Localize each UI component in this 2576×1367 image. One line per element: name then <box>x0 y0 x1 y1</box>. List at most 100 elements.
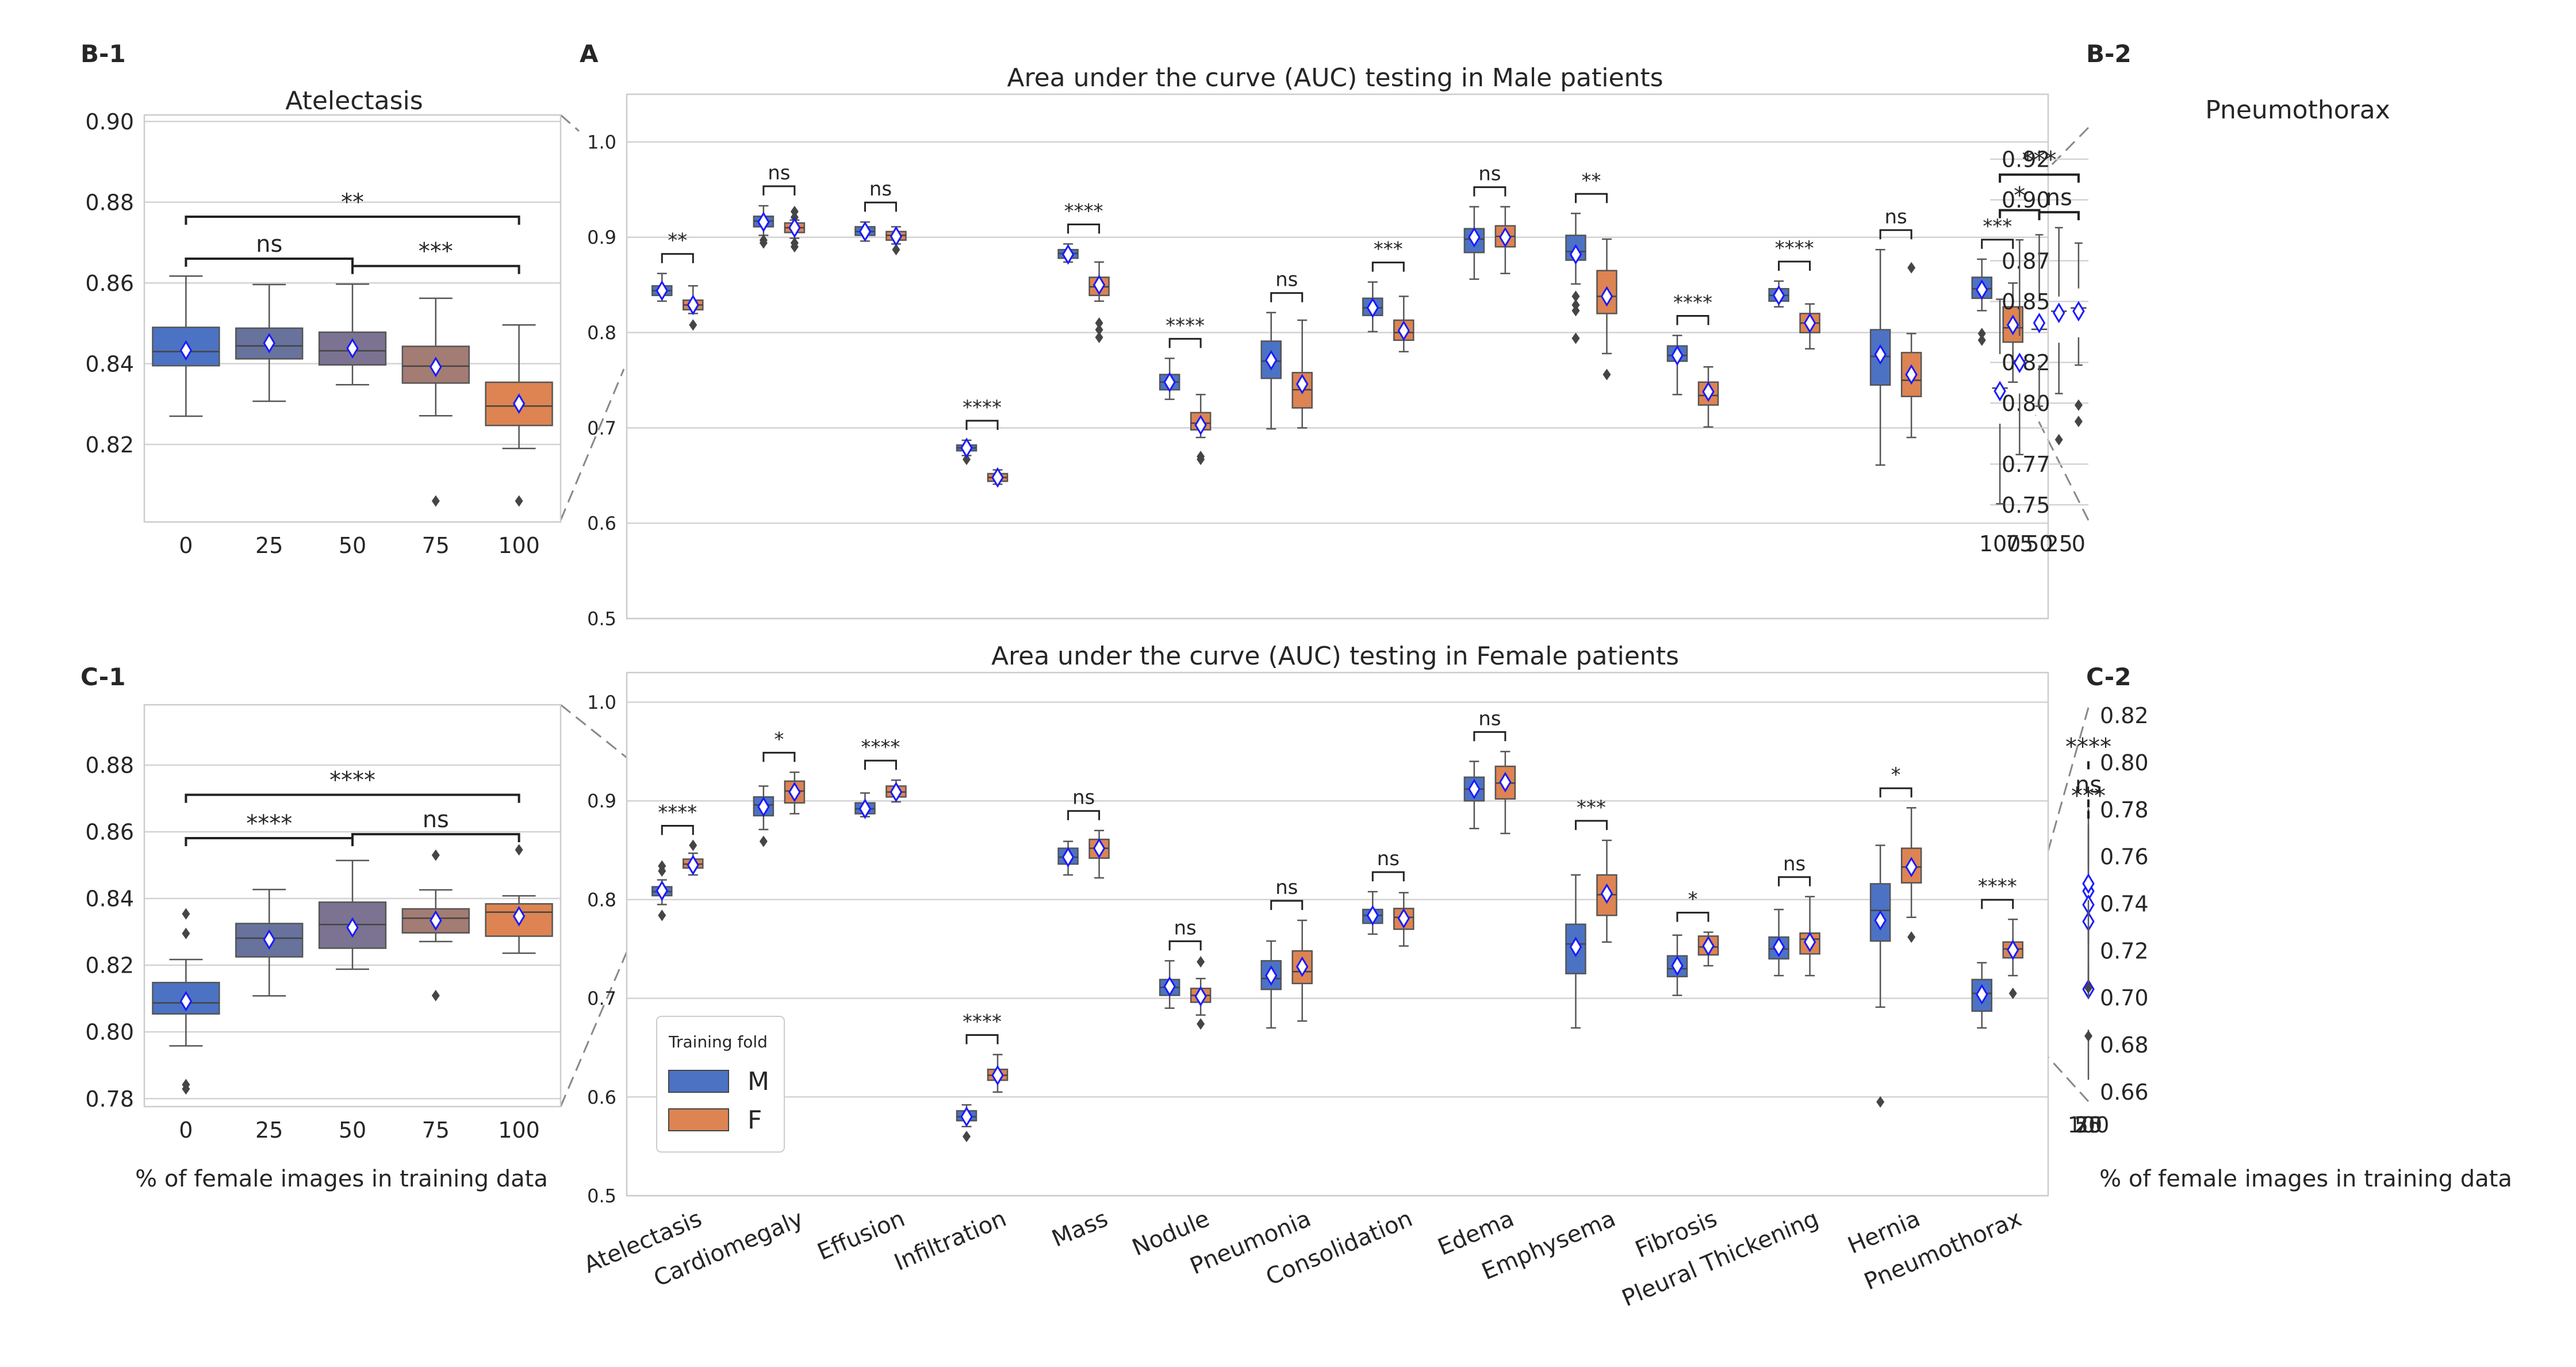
box-m-10-mean-marker <box>1671 955 1684 976</box>
box-75-outlier-1 <box>431 989 440 1001</box>
y-tick-label: 0.5 <box>587 1185 616 1207</box>
sig-label-5: **** <box>1166 314 1205 337</box>
box-f-9-mean-marker <box>1600 286 1613 307</box>
sig-bracket-0 <box>185 793 520 803</box>
zoom-connectors <box>559 114 2090 1107</box>
box-m-12-box <box>1869 883 1891 942</box>
box-m-12-outlier-0 <box>1876 1096 1885 1108</box>
box-f-3-mean-marker <box>991 1065 1004 1086</box>
legend-label-m: M <box>747 1067 769 1096</box>
sig-bracket-8 <box>1473 731 1506 742</box>
sig-label-7: *** <box>1374 238 1403 261</box>
box-f-12-outlier-0 <box>1907 931 1916 943</box>
sig-label-2: ns <box>869 178 892 201</box>
x-tick-label-2: 50 <box>2025 531 2053 556</box>
box-0-outlier-0 <box>182 908 190 920</box>
box-f-2-mean-marker <box>890 226 903 247</box>
sig-bracket-10 <box>1676 315 1709 325</box>
box-f-6-mean-marker <box>1295 956 1309 977</box>
box-0-outlier-1 <box>2074 416 2083 428</box>
box-m-1-outlier-1 <box>759 237 768 249</box>
sig-bracket-11 <box>1778 260 1811 271</box>
sig-label-2: *** <box>419 239 453 265</box>
y-tick-label: 0.75 <box>2002 493 2050 518</box>
sig-label-3: **** <box>963 396 1002 419</box>
y-tick-label: 0.7 <box>587 988 616 1009</box>
plot-male-auc: 0.50.60.70.80.91.0**nsns************ns**… <box>587 93 2049 630</box>
box-75-mean-marker <box>430 910 442 931</box>
y-tick-label: 0.86 <box>85 820 134 845</box>
sig-label-4: ns <box>1072 786 1095 809</box>
box-100-outlier-0 <box>2084 982 2092 994</box>
y-tick-label: 0.8 <box>587 889 616 911</box>
x-tick-label-4: 100 <box>2068 1112 2110 1138</box>
x-tick-label-0: 0 <box>2072 531 2086 556</box>
box-m-0-mean-marker <box>656 880 669 901</box>
box-50-mean-marker <box>346 338 359 359</box>
y-tick-label: 0.84 <box>85 886 134 912</box>
sig-label-0: ** <box>668 229 687 252</box>
box-f-2-outlier-0 <box>892 244 900 256</box>
x-tick-label-3: 75 <box>422 533 450 558</box>
sig-label-4: **** <box>1064 199 1103 222</box>
sig-label-2: * <box>2014 183 2025 209</box>
y-tick-label: 0.87 <box>2002 248 2050 274</box>
sig-label-2: **** <box>861 736 900 759</box>
sig-bracket-8 <box>1473 186 1506 197</box>
y-tick-label: 0.80 <box>2100 750 2149 775</box>
box-f-10-mean-marker <box>1702 935 1715 957</box>
box-f-4-outlier-0 <box>1095 317 1103 329</box>
box-m-6-mean-marker <box>1264 965 1278 986</box>
box-m-0-mean-marker <box>656 280 669 301</box>
box-m-3-mean-marker <box>960 437 973 459</box>
sig-label-2: ns <box>2075 772 2102 798</box>
sig-label-9: ** <box>1581 169 1601 192</box>
x-tick-label-3: 75 <box>422 1118 450 1143</box>
plot-atelectasis-zoom: 0.82 0.84 0.86 0.88 0.90 0 25 50 75 100 ** ns *** <box>85 109 562 558</box>
box-f-8-mean-marker <box>1499 771 1512 793</box>
sig-label-0: **** <box>2065 734 2111 760</box>
box-f-10-mean-marker <box>1702 381 1715 402</box>
sig-bracket-2 <box>864 201 897 212</box>
box-m-5-mean-marker <box>1163 371 1176 393</box>
box-m-12-mean-marker <box>1874 910 1887 931</box>
box-f-0-outlier-0 <box>689 839 697 851</box>
sig-bracket-5 <box>1168 940 1202 951</box>
sig-label-13: **** <box>1978 875 2017 898</box>
box-0-outlier-0 <box>2074 399 2083 411</box>
sig-label-11: ns <box>1783 853 1805 876</box>
sig-bracket-0 <box>185 216 520 225</box>
box-f-9-mean-marker <box>1600 883 1613 904</box>
y-tick-label: 1.0 <box>587 131 616 153</box>
legend-label-f: F <box>747 1105 762 1135</box>
panel-label-a: A <box>580 40 599 68</box>
sig-label-9: *** <box>1577 796 1606 819</box>
box-m-1-outlier-0 <box>759 835 768 847</box>
y-tick-label: 0.5 <box>587 608 616 630</box>
panel-label-b1: B-1 <box>80 40 126 68</box>
sig-bracket-3 <box>965 420 999 430</box>
box-f-11-mean-marker <box>1803 931 1816 953</box>
box-m-9-mean-marker <box>1569 244 1582 265</box>
box-f-7-mean-marker <box>1397 908 1410 929</box>
box-m-1-mean-marker <box>757 212 770 233</box>
box-m-9-outlier-3 <box>1571 332 1580 344</box>
legend-title: Training fold <box>668 1032 768 1051</box>
box-0-mean-marker <box>179 340 193 361</box>
sig-label-3: **** <box>963 1010 1002 1033</box>
sig-bracket-10 <box>1676 912 1709 922</box>
box-75-outlier-0 <box>431 849 440 861</box>
y-tick-label: 0.9 <box>587 226 616 248</box>
box-f-6-mean-marker <box>1295 374 1309 395</box>
y-tick-label: 0.78 <box>85 1086 134 1112</box>
box-f-13-mean-marker <box>2006 939 2019 961</box>
panel-label-c2: C-2 <box>2086 663 2131 691</box>
box-m-11-mean-marker <box>1772 285 1785 306</box>
box-50-mean-marker <box>2033 312 2046 333</box>
y-tick-label: 0.70 <box>2100 985 2149 1011</box>
x-tick-label-3: 75 <box>2006 531 2033 556</box>
box-f-4-mean-marker <box>1092 274 1106 295</box>
sig-bracket-6 <box>1270 900 1304 910</box>
sig-bracket-7 <box>1371 871 1405 882</box>
